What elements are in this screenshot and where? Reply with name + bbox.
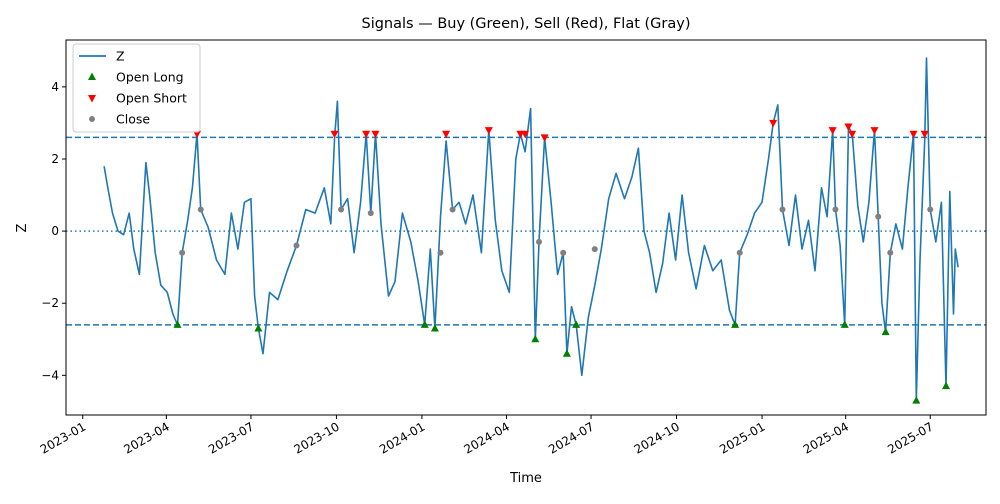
y-tick-label: 2 [51, 152, 59, 166]
legend-label: Close [116, 112, 150, 127]
close-marker [779, 206, 786, 213]
series-circle [179, 206, 934, 256]
legend-label: Open Long [116, 70, 184, 85]
close-marker [197, 206, 204, 213]
close-marker [887, 249, 894, 256]
open-long-marker [840, 320, 849, 328]
legend-label: Z [116, 49, 125, 64]
open-short-marker [330, 130, 339, 139]
open-short-marker [371, 130, 380, 139]
plot-area [66, 57, 986, 404]
open-long-marker [173, 320, 182, 328]
x-axis-label: Time [509, 471, 542, 486]
legend-triangle-up-swatch [88, 72, 96, 80]
open-long-marker [562, 349, 571, 357]
close-marker [591, 246, 598, 253]
y-tick-label: −2 [41, 296, 59, 310]
open-long-marker [531, 334, 540, 343]
open-long-marker [942, 381, 951, 390]
open-short-marker [521, 130, 530, 139]
chart-title: Signals — Buy (Green), Sell (Red), Flat … [362, 16, 691, 32]
close-marker [736, 249, 743, 256]
legend-box [72, 43, 201, 133]
open-short-marker [828, 127, 837, 135]
y-tick-label: 4 [51, 80, 59, 94]
open-short-marker [442, 130, 451, 139]
legend-circle-swatch [89, 116, 95, 122]
y-tick-label: 0 [51, 224, 59, 238]
close-marker [536, 238, 543, 245]
y-axis-label: Z [15, 223, 30, 232]
close-marker [449, 206, 456, 213]
open-long-marker [912, 396, 921, 404]
open-short-marker [540, 134, 549, 142]
open-short-marker [362, 130, 371, 139]
series-line-z [103, 57, 959, 402]
series-triangle-up [173, 320, 951, 404]
close-marker [832, 206, 839, 213]
close-marker [338, 206, 345, 213]
legend: Z Open Long Open Short Close [72, 43, 201, 133]
open-short-marker [193, 130, 202, 139]
close-marker [367, 210, 374, 217]
series-triangle-down [193, 119, 929, 142]
open-long-marker [881, 327, 890, 336]
open-short-marker [484, 127, 493, 135]
legend-label: Open Short [116, 91, 187, 106]
close-marker [437, 249, 444, 256]
open-short-marker [909, 130, 918, 139]
open-short-marker [769, 119, 778, 128]
open-short-marker [844, 123, 853, 132]
y-tick-label: −4 [41, 368, 59, 382]
close-marker [179, 249, 186, 256]
open-short-marker [870, 127, 879, 135]
close-marker [560, 249, 567, 256]
open-long-marker [430, 323, 439, 332]
open-long-marker [254, 323, 263, 332]
legend-triangle-down-swatch [88, 95, 96, 103]
close-marker [927, 206, 934, 213]
open-long-marker [420, 320, 429, 328]
close-marker [875, 213, 882, 220]
open-long-marker [572, 320, 581, 328]
open-short-marker [848, 130, 857, 139]
open-short-marker [920, 130, 929, 139]
close-marker [293, 242, 300, 249]
open-long-marker [731, 320, 740, 328]
axes-frame [65, 39, 987, 416]
